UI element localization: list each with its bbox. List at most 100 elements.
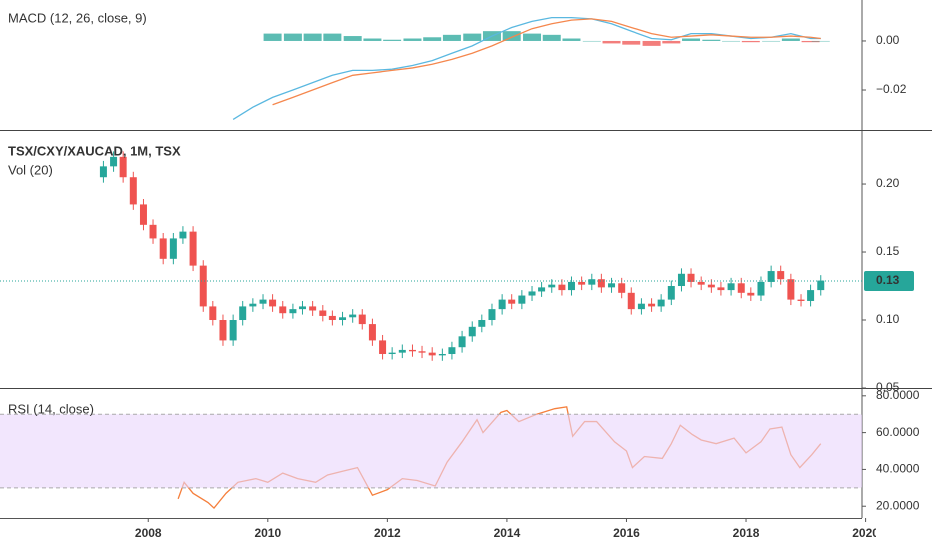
macd-histogram-bar bbox=[602, 40, 621, 44]
y-tick-label: 0.20 bbox=[876, 176, 900, 190]
candle-body bbox=[627, 292, 635, 310]
macd-histogram-bar bbox=[423, 37, 442, 41]
macd-histogram-bar bbox=[523, 33, 542, 41]
candle-body bbox=[548, 284, 556, 288]
candle-body bbox=[498, 299, 506, 310]
signal-line bbox=[272, 18, 821, 106]
candle-body bbox=[817, 280, 825, 291]
candle-body bbox=[149, 224, 157, 239]
macd-histogram-bar bbox=[762, 40, 781, 42]
macd-histogram-bar bbox=[283, 33, 302, 41]
macd-histogram-bar bbox=[343, 36, 362, 41]
macd-histogram-bar bbox=[722, 40, 741, 42]
macd-histogram-bar bbox=[682, 38, 701, 41]
candle-body bbox=[209, 306, 217, 321]
candle-body bbox=[558, 284, 566, 291]
candle-body bbox=[757, 281, 765, 296]
candle-body bbox=[807, 290, 815, 301]
symbol-title: TSX/CXY/XAUCAD, 1M, TSX bbox=[8, 143, 181, 158]
candle-body bbox=[119, 156, 127, 178]
candle-body bbox=[379, 340, 387, 355]
candle-body bbox=[667, 286, 675, 300]
macd-line bbox=[232, 17, 821, 121]
candle-body bbox=[259, 299, 267, 304]
macd-histogram-bar bbox=[702, 39, 721, 41]
candle-body bbox=[538, 287, 546, 292]
candle-body bbox=[99, 166, 107, 178]
macd-histogram-bar bbox=[811, 40, 830, 42]
candle-body bbox=[110, 156, 118, 167]
volume-label: Vol (20) bbox=[8, 162, 53, 177]
candle-body bbox=[169, 238, 177, 259]
plot-area bbox=[99, 17, 830, 510]
candle-body bbox=[269, 299, 277, 307]
macd-histogram-bar bbox=[463, 33, 482, 41]
y-tick-label: 60.0000 bbox=[876, 425, 920, 439]
candle-body bbox=[319, 310, 327, 316]
candle-body bbox=[637, 303, 645, 310]
last-price-badge bbox=[864, 270, 914, 291]
candle-body bbox=[358, 314, 366, 325]
candle-body bbox=[179, 231, 187, 239]
candle-body bbox=[677, 273, 685, 287]
macd-histogram-bar bbox=[741, 40, 760, 43]
x-tick-label: 2018 bbox=[733, 526, 760, 540]
y-tick-label: 80.0000 bbox=[876, 388, 920, 402]
x-tick-label: 2016 bbox=[613, 526, 640, 540]
candle-body bbox=[767, 271, 775, 282]
x-tick-label: 2012 bbox=[374, 526, 401, 540]
candle-body bbox=[567, 281, 575, 291]
candle-body bbox=[777, 271, 785, 280]
candle-body bbox=[458, 336, 466, 348]
macd-histogram-bar bbox=[801, 40, 820, 43]
candle-body bbox=[289, 309, 297, 314]
candle-body bbox=[328, 315, 336, 321]
candle-body bbox=[129, 177, 137, 205]
candle-body bbox=[388, 352, 396, 355]
candle-body bbox=[787, 279, 795, 300]
y-tick-label: −0.02 bbox=[876, 82, 907, 96]
candle-body bbox=[438, 354, 446, 356]
candle-body bbox=[597, 279, 605, 288]
candle-body bbox=[229, 320, 237, 341]
rsi-title: RSI (14, close) bbox=[8, 401, 94, 416]
macd-histogram-bar bbox=[502, 31, 521, 41]
candle-body bbox=[368, 324, 376, 341]
y-tick-label: 0.10 bbox=[876, 312, 900, 326]
x-tick-label: 2010 bbox=[254, 526, 281, 540]
candle-body bbox=[707, 284, 715, 288]
macd-title: MACD (12, 26, close, 9) bbox=[8, 10, 147, 25]
macd-histogram-bar bbox=[542, 34, 561, 41]
candle-body bbox=[608, 283, 616, 288]
candle-body bbox=[448, 347, 456, 355]
candle-body bbox=[578, 281, 586, 285]
candle-body bbox=[418, 351, 426, 353]
candle-body bbox=[279, 306, 287, 314]
x-tick-label: 2020 bbox=[852, 526, 879, 540]
candle-body bbox=[588, 279, 596, 285]
macd-histogram-bar bbox=[781, 38, 800, 41]
candle-body bbox=[408, 349, 416, 352]
x-tick-label: 2008 bbox=[135, 526, 162, 540]
plot-layer: 0.00 −0.02 0.20 0.15 0.10 0.05 0.13 80.0000 60.0… bbox=[0, 17, 920, 540]
macd-histogram-bar bbox=[303, 33, 322, 41]
candle-body bbox=[697, 281, 705, 285]
candle-body bbox=[139, 204, 147, 225]
x-tick-label: 2014 bbox=[494, 526, 521, 540]
macd-histogram-bar bbox=[442, 34, 461, 41]
macd-histogram-bar bbox=[403, 38, 422, 41]
candle-body bbox=[528, 291, 536, 296]
candle-body bbox=[618, 283, 626, 293]
candle-body bbox=[249, 303, 257, 307]
macd-histogram-bar bbox=[263, 33, 282, 41]
macd-histogram-bar bbox=[383, 39, 402, 41]
macd-histogram-bar bbox=[662, 40, 681, 44]
macd-histogram-bar bbox=[642, 40, 661, 46]
candle-body bbox=[727, 283, 735, 291]
macd-histogram-bar bbox=[622, 40, 641, 45]
candle-body bbox=[687, 273, 695, 282]
candle-body bbox=[219, 320, 227, 341]
candle-body bbox=[339, 317, 347, 321]
